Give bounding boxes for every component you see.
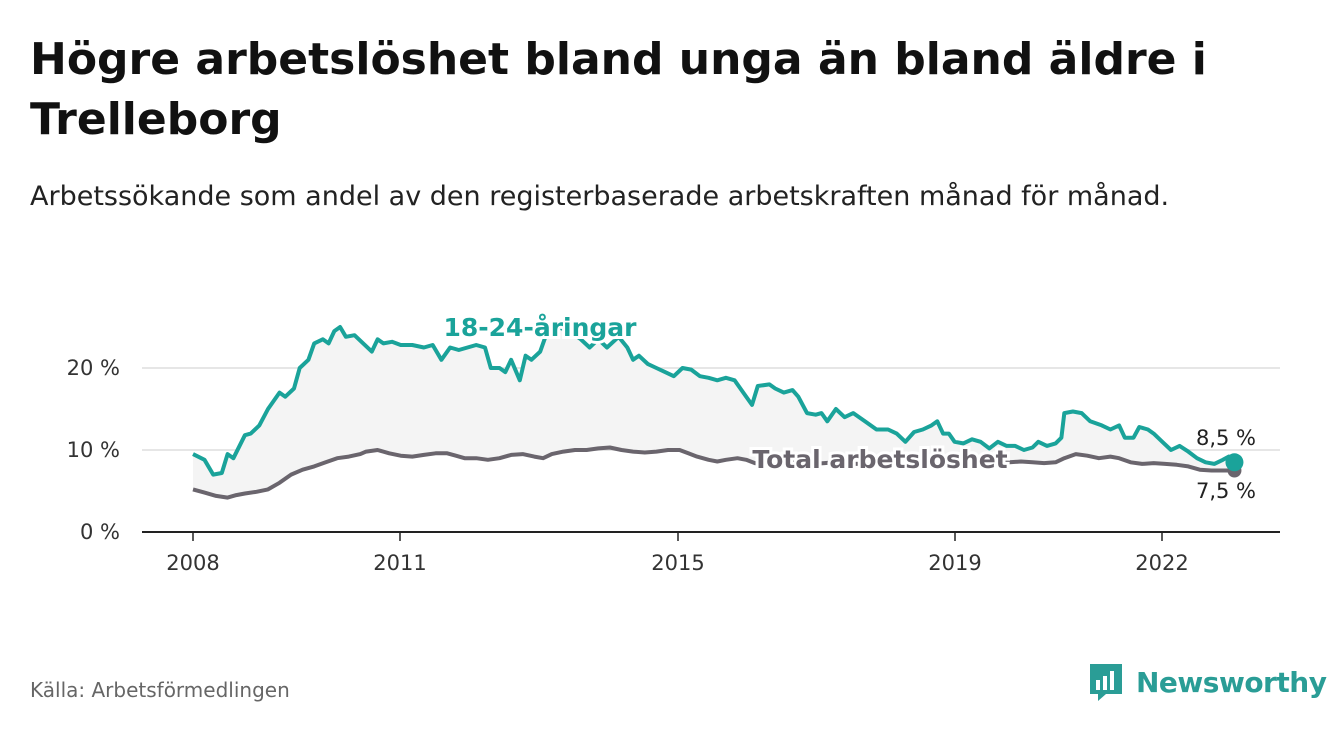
labels: 18-24-åringar Total arbetslöshet 8,5 % 7,5 … (441, 310, 1257, 503)
youth-end-marker (1225, 453, 1244, 472)
brand-name: Newsworthy (1136, 665, 1327, 699)
x-tick-label: 2022 (1135, 551, 1188, 575)
youth-end-value: 8,5 % (1196, 426, 1256, 450)
series-lines (192, 325, 1244, 500)
total-series-line (192, 445, 1235, 500)
y-tick-label: 20 % (67, 356, 120, 380)
total-series-label: Total arbetslöshet (752, 445, 1007, 474)
x-axis: 2008 2011 2015 2019 2022 (142, 531, 1280, 575)
x-tick-label: 2011 (373, 551, 426, 575)
x-tick-label: 2008 (166, 551, 219, 575)
x-tick-label: 2015 (651, 551, 704, 575)
source-note: Källa: Arbetsförmedlingen (30, 678, 290, 702)
line-chart: 0 % 10 % 20 % 2008 2011 2015 2019 2022 18-24-å… (67, 310, 1280, 575)
total-end-value: 7,5 % (1196, 479, 1256, 503)
chart-subtitle: Arbetssökande som andel av den registerb… (30, 181, 1170, 212)
chart-title: Högre arbetslöshet bland unga än bland ä… (30, 34, 1207, 145)
brand-logo[interactable]: Newsworthy (1088, 660, 1327, 704)
x-tick-label: 2019 (928, 551, 981, 575)
youth-series-line (192, 325, 1236, 477)
y-tick-label: 10 % (67, 438, 120, 462)
youth-series-label: 18-24-åringar (444, 313, 638, 342)
bar-chart-logo-icon (1090, 664, 1122, 701)
y-tick-label: 0 % (80, 520, 120, 544)
